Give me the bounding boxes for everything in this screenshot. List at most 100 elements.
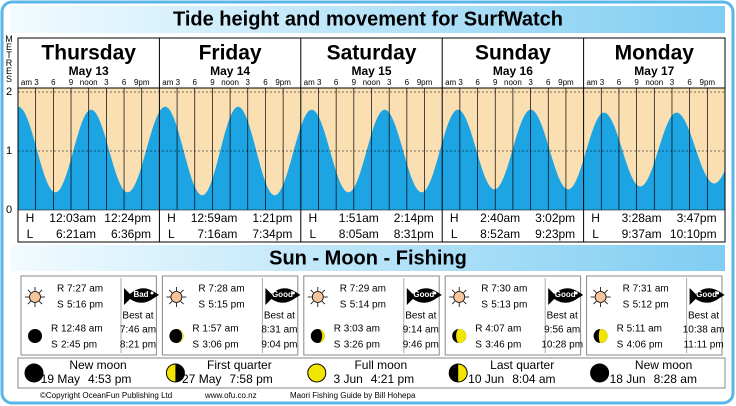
moon-set: 2:45 pm <box>61 340 97 351</box>
phase-date: 19 May <box>41 372 80 386</box>
tide-border <box>17 37 726 243</box>
sun-moon-box <box>444 275 582 356</box>
sun-ray <box>38 289 43 294</box>
set-label: S <box>617 340 624 351</box>
hour-label: 9 <box>634 78 639 87</box>
high-time: 3:47pm <box>677 211 717 225</box>
sun-set: 5:14 pm <box>350 300 386 311</box>
sun-ray <box>593 289 597 294</box>
fish-icon <box>406 288 442 305</box>
moon-set: 3:26 pm <box>344 340 380 351</box>
best-label: Best at <box>122 311 153 322</box>
high-label: H <box>591 211 600 225</box>
sun-ray <box>310 289 314 294</box>
sun-ray <box>463 300 467 305</box>
hour-label: noon <box>504 78 522 87</box>
day-date: May 13 <box>69 64 109 78</box>
title: Tide height and movement for SurfWatch <box>173 8 563 30</box>
rise-label: R <box>475 324 482 335</box>
day-name: Saturday <box>327 42 417 65</box>
high-time: 3:02pm <box>535 211 575 225</box>
high-time: 1:51am <box>339 211 379 225</box>
sun-ray <box>169 289 173 294</box>
sun-moon-box <box>586 275 723 356</box>
rise-label: R <box>192 324 199 335</box>
sun-ray <box>180 289 184 294</box>
phase-time: 7:58 pm <box>229 372 272 386</box>
best-time: 10:38 am <box>683 325 725 336</box>
hour-label: 6 <box>334 78 339 87</box>
sun-ray <box>27 289 32 294</box>
sun-set: 5:13 pm <box>491 300 527 311</box>
sun-icon <box>170 291 183 303</box>
low-time: 6:36pm <box>111 227 151 241</box>
footer-text: www.ofu.co.nz <box>204 391 257 400</box>
day-name: Monday <box>615 42 695 65</box>
phase-dark <box>449 364 459 382</box>
phase-time: 4:53 pm <box>88 372 131 386</box>
hour-label: am 3 <box>586 78 604 87</box>
day-date: May 16 <box>493 64 533 78</box>
moon-lit <box>176 329 184 343</box>
sun-ray <box>38 300 43 305</box>
moon-icon <box>28 329 42 343</box>
sun-icon <box>29 291 41 303</box>
phase-icon <box>590 363 610 383</box>
hour-label: am 3 <box>304 78 322 87</box>
sun-ray <box>180 300 184 305</box>
sun-moon-box <box>303 275 440 356</box>
moon-rise: 5:11 am <box>627 324 662 335</box>
fish-icon <box>265 288 301 305</box>
high-time: 12:59am <box>191 211 238 225</box>
sun-ray <box>463 289 467 294</box>
rise-label: R <box>57 284 64 295</box>
set-label: S <box>481 300 488 311</box>
phase-date: 27 May <box>182 372 221 386</box>
day-date: May 15 <box>351 64 391 78</box>
sun-ray <box>604 289 608 294</box>
phase-name: Last quarter <box>490 358 554 372</box>
sun-icon <box>453 291 466 303</box>
moon-rise: 1:57 am <box>202 324 238 335</box>
phase-icon <box>307 363 327 383</box>
set-label: S <box>623 300 630 311</box>
best-time: 11:11 pm <box>683 340 723 351</box>
hour-label: 6 <box>475 78 480 87</box>
moon-icon <box>169 329 184 343</box>
high-time: 3:28am <box>622 211 662 225</box>
low-time: 7:16am <box>197 227 237 241</box>
set-label: S <box>475 340 482 351</box>
low-time: 8:31pm <box>394 227 434 241</box>
low-label: L <box>451 227 458 241</box>
low-time: 8:05am <box>339 227 379 241</box>
fish-eye <box>716 291 720 295</box>
low-time: 7:34pm <box>252 227 292 241</box>
hour-label: am 3 <box>21 78 39 87</box>
fish-icon <box>689 288 725 305</box>
fishing-rating: Good <box>555 290 576 299</box>
y-tick-label: 1 <box>6 145 12 157</box>
hour-label: noon <box>363 78 381 87</box>
hour-label: 9 <box>493 78 498 87</box>
footer-text: Maori Fishing Guide by Bill Hohepa <box>290 391 416 400</box>
day-name: Sunday <box>475 42 551 65</box>
best-time: 9:14 am <box>403 325 439 336</box>
sun-ray <box>321 289 326 294</box>
best-label: Best at <box>547 311 578 322</box>
hour-label: 6 <box>122 78 127 87</box>
fishing-rating: Good <box>413 290 434 299</box>
hour-label: 6 <box>546 78 551 87</box>
best-time: 8:31 am <box>261 325 297 336</box>
hour-label: 3 <box>104 78 109 87</box>
low-label: L <box>168 227 175 241</box>
sun-set: 5:16 pm <box>67 300 103 311</box>
sun-rise: 7:27 am <box>67 284 103 295</box>
hour-label: am 3 <box>162 78 180 87</box>
rise-label: R <box>51 324 58 335</box>
fishing-rating: Bad <box>133 290 148 299</box>
hour-label: 9pm <box>558 78 574 87</box>
hour-label: noon <box>80 78 98 87</box>
fish-eye <box>433 291 437 295</box>
high-time: 12:03am <box>49 211 96 225</box>
